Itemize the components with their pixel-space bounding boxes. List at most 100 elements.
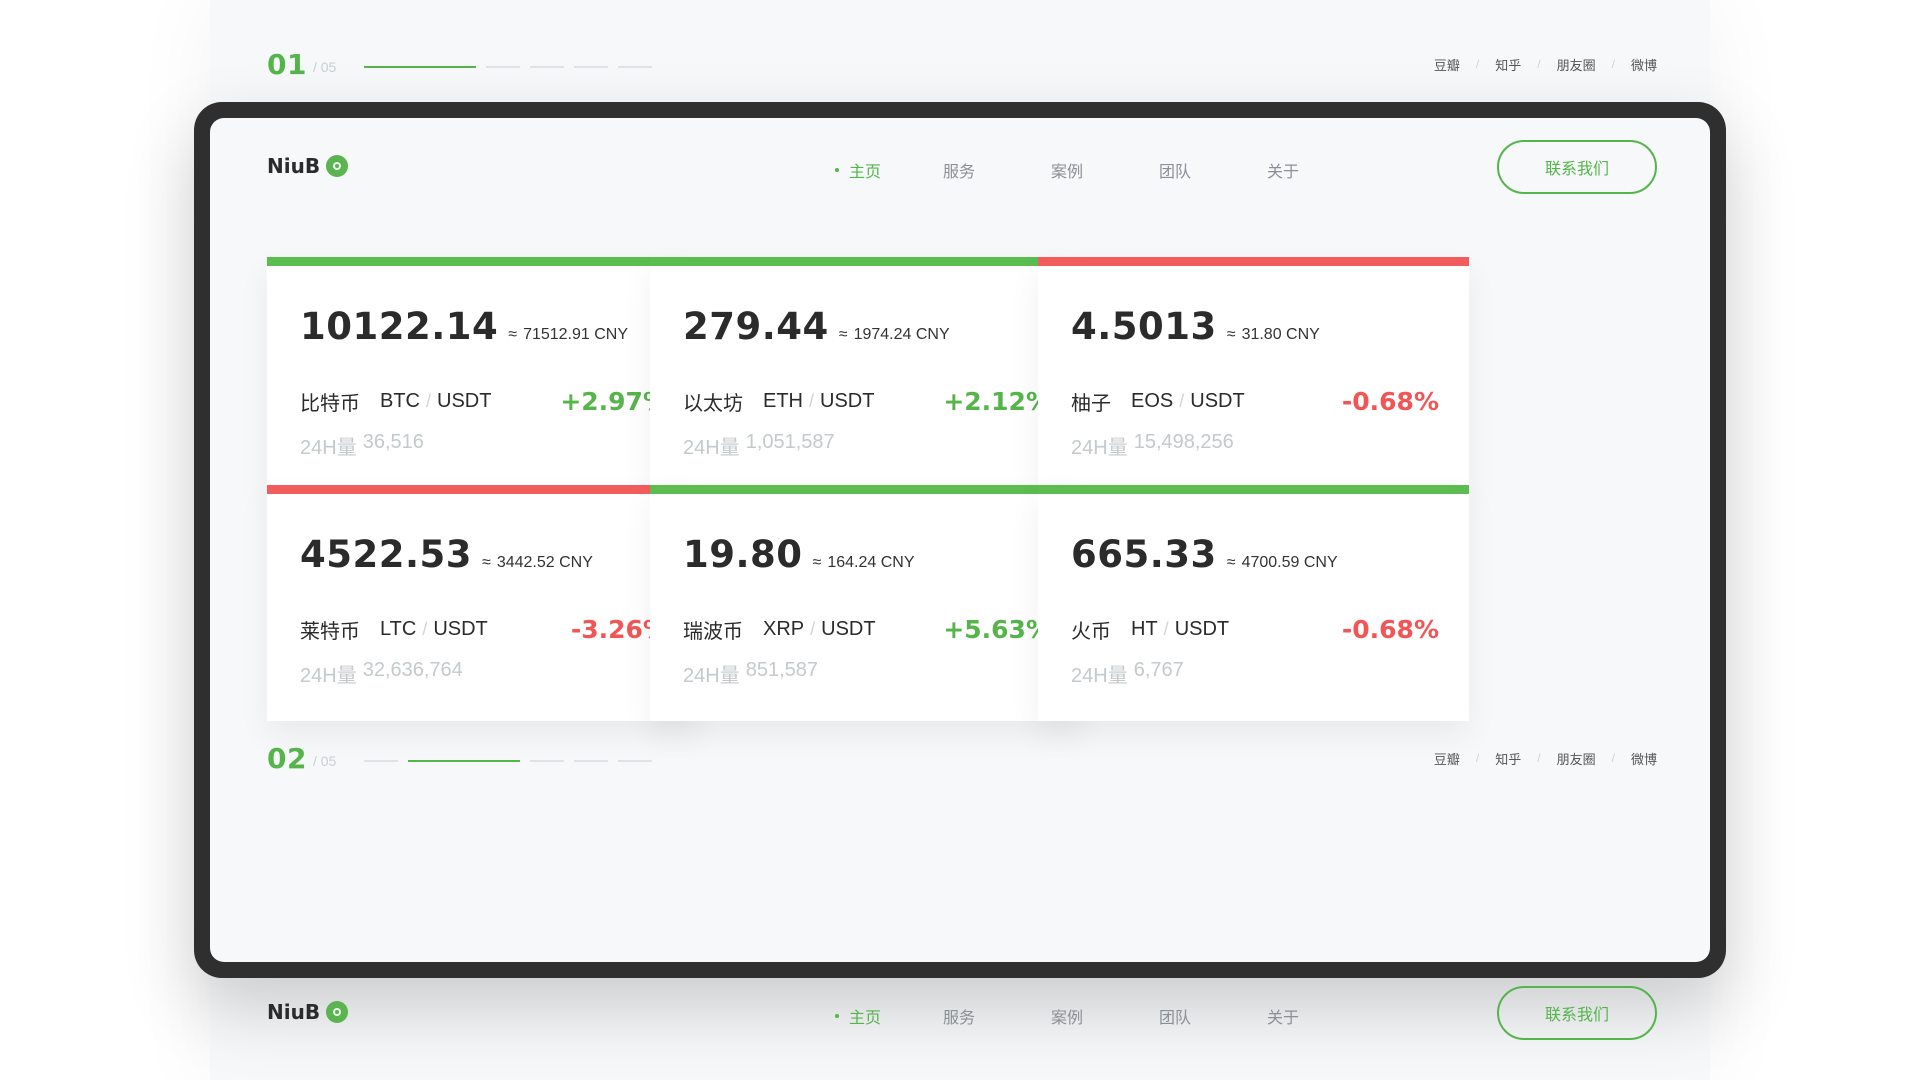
trend-bar (650, 485, 1081, 494)
social-link-douban[interactable]: 豆瓣 (1433, 57, 1460, 73)
nav-item-cases[interactable]: 案例 (1051, 158, 1159, 182)
pager-segment-3[interactable] (530, 66, 565, 68)
volume-label: 24H量 (1071, 665, 1128, 687)
ticker-card[interactable]: 665.33 ≈4700.59 CNY 火币 HT / USDT -0.68% 24H量 6,7… (1038, 485, 1469, 721)
nav-item-home[interactable]: 主页 (835, 158, 943, 182)
pair-row: 火币 HT / USDT -0.68% (1071, 615, 1439, 644)
pair-row: 柚子 EOS / USDT -0.68% (1071, 387, 1439, 416)
pager-segment-5[interactable] (618, 66, 653, 68)
social-link-zhihu[interactable]: 知乎 (1495, 57, 1522, 73)
nav-item-about[interactable]: 关于 (1267, 158, 1375, 182)
approx-symbol: ≈ (838, 326, 848, 343)
nav-item-home[interactable]: 主页 (835, 1004, 943, 1028)
logo-text: NiuB (267, 154, 321, 178)
pager-top: 01 / 05 豆瓣 / 知乎 / 朋友圈 / 微博 (267, 44, 1657, 84)
logo[interactable]: NiuB (267, 1000, 349, 1024)
coin-symbol: HT (1131, 618, 1158, 640)
coin-symbol: LTC (380, 618, 417, 640)
pager-track (364, 66, 662, 68)
nav-item-services[interactable]: 服务 (943, 158, 1051, 182)
pair-row: 以太坊 ETH / USDT +2.12% (683, 387, 1051, 416)
logo-badge-icon (326, 1001, 349, 1023)
price-row: 19.80 ≈164.24 CNY (683, 533, 915, 576)
pair-separator: / (1179, 391, 1185, 411)
volume-value: 851,587 (745, 659, 818, 681)
ticker-card[interactable]: 279.44 ≈1974.24 CNY 以太坊 ETH / USDT +2.12% 24H量 1… (650, 257, 1081, 493)
social-link-weibo[interactable]: 微博 (1630, 57, 1657, 73)
coin-name: 莱特币 (300, 621, 360, 643)
contact-us-button[interactable]: 联系我们 (1497, 140, 1657, 194)
pager-segment-2[interactable] (408, 760, 521, 762)
pager-total: / 05 (312, 59, 337, 75)
volume-row: 24H量 32,636,764 (300, 659, 463, 688)
pager-segment-4[interactable] (574, 66, 609, 68)
trend-bar (1038, 485, 1469, 494)
pager-segment-3[interactable] (530, 760, 565, 762)
pager-segment-2[interactable] (486, 66, 521, 68)
nav-item-label: 案例 (1051, 1010, 1084, 1027)
cny-value: 71512.91 CNY (523, 326, 629, 343)
social-separator: / (1537, 751, 1541, 765)
cny-value: 1974.24 CNY (853, 326, 950, 343)
trend-bar (1038, 257, 1469, 266)
ticker-card[interactable]: 4.5013 ≈31.80 CNY 柚子 EOS / USDT -0.68% 24H量 15,4… (1038, 257, 1469, 493)
price: 665.33 (1071, 533, 1217, 576)
nav-item-label: 团队 (1159, 164, 1192, 181)
coin-symbol: ETH (763, 390, 803, 412)
approx-symbol: ≈ (1226, 554, 1236, 571)
pager-segment-1[interactable] (364, 760, 399, 762)
quote-currency: USDT (821, 618, 876, 640)
pair-row: 比特币 BTC / USDT +2.97% (300, 387, 668, 416)
pager-segment-1[interactable] (364, 66, 477, 68)
contact-us-button[interactable]: 联系我们 (1497, 986, 1657, 1040)
nav-item-label: 案例 (1051, 164, 1084, 181)
volume-label: 24H量 (300, 665, 357, 687)
approx-symbol: ≈ (1226, 326, 1236, 343)
coin-symbol: XRP (763, 618, 805, 640)
quote-currency: USDT (820, 390, 875, 412)
volume-label: 24H量 (683, 665, 740, 687)
nav-item-cases[interactable]: 案例 (1051, 1004, 1159, 1028)
price-row: 665.33 ≈4700.59 CNY (1071, 533, 1338, 576)
nav-item-label: 服务 (943, 164, 976, 181)
volume-label: 24H量 (300, 437, 357, 459)
social-link-moments[interactable]: 朋友圈 (1556, 57, 1596, 73)
approx-symbol: ≈ (482, 554, 491, 571)
pair-row: 莱特币 LTC / USDT -3.26% (300, 615, 668, 644)
approx-symbol: ≈ (508, 326, 518, 343)
pager-track (364, 760, 662, 762)
trend-bar (267, 257, 698, 266)
pager-segment-4[interactable] (574, 760, 609, 762)
social-link-moments[interactable]: 朋友圈 (1556, 751, 1596, 767)
coin-symbol: EOS (1131, 390, 1174, 412)
social-separator: / (1611, 751, 1615, 765)
social-link-weibo[interactable]: 微博 (1630, 751, 1657, 767)
change-percent: +2.12% (943, 387, 1051, 416)
volume-value: 36,516 (362, 431, 424, 453)
ticker-card[interactable]: 19.80 ≈164.24 CNY 瑞波币 XRP / USDT +5.63% 24H量 851… (650, 485, 1081, 721)
nav-item-team[interactable]: 团队 (1159, 158, 1267, 182)
ticker-card[interactable]: 4522.53 ≈3442.52 CNY 莱特币 LTC / USDT -3.26% 24H量… (267, 485, 698, 721)
nav-item-team[interactable]: 团队 (1159, 1004, 1267, 1028)
cny-value: 164.24 CNY (827, 554, 915, 571)
change-percent: +5.63% (943, 615, 1051, 644)
ticker-card[interactable]: 10122.14 ≈71512.91 CNY 比特币 BTC / USDT +2.97% 24… (267, 257, 698, 493)
pager-segment-5[interactable] (618, 760, 653, 762)
cny-value: 3442.52 CNY (496, 554, 593, 571)
social-link-douban[interactable]: 豆瓣 (1433, 751, 1460, 767)
volume-value: 32,636,764 (362, 659, 463, 681)
device-screen: NiuB 主页 服务 案例 团队 (210, 118, 1710, 962)
cny-equivalent: ≈164.24 CNY (813, 554, 915, 572)
nav-item-label: 关于 (1267, 164, 1300, 181)
approx-symbol: ≈ (812, 554, 822, 571)
logo[interactable]: NiuB (267, 154, 349, 178)
nav-item-services[interactable]: 服务 (943, 1004, 1051, 1028)
nav-item-about[interactable]: 关于 (1267, 1004, 1375, 1028)
device-frame: NiuB 主页 服务 案例 团队 (194, 102, 1726, 978)
cny-value: 31.80 CNY (1241, 326, 1320, 343)
quote-currency: USDT (1190, 390, 1245, 412)
price: 4.5013 (1071, 305, 1217, 348)
volume-row: 24H量 851,587 (683, 659, 818, 688)
social-link-zhihu[interactable]: 知乎 (1495, 751, 1522, 767)
